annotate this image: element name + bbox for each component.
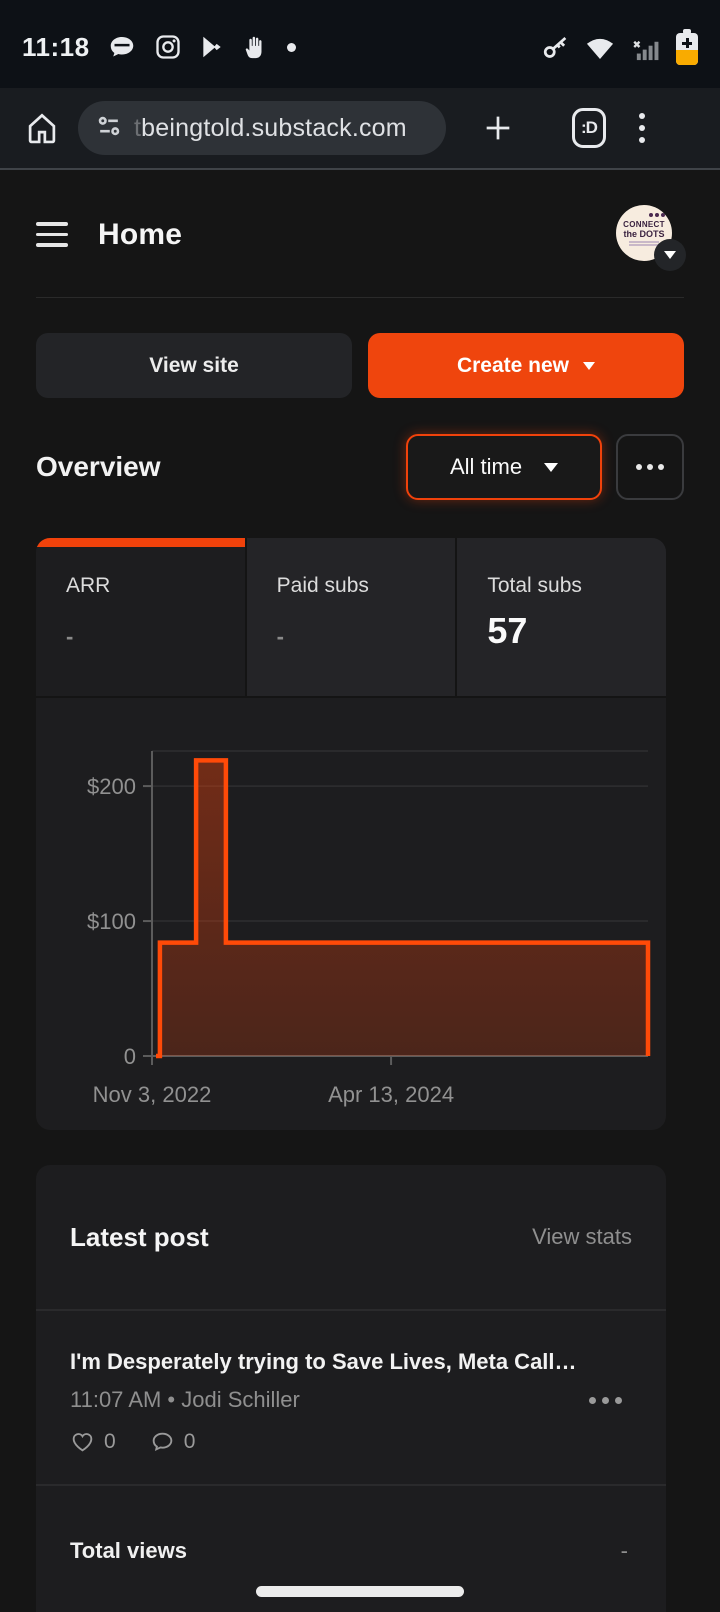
comments-counter[interactable]: 0: [150, 1429, 195, 1454]
chat-bubble-icon: [107, 32, 137, 62]
time-filter-select[interactable]: All time: [406, 434, 602, 500]
chart-svg: $200 $100 0 Nov 3, 2022 Apr 13, 2024: [87, 750, 651, 1107]
site-settings-icon[interactable]: [96, 113, 122, 144]
overview-more-button[interactable]: [616, 434, 684, 500]
latest-post-card: Latest post View stats I'm Desperately t…: [36, 1165, 666, 1612]
wifi-icon: [584, 31, 616, 63]
svg-text:Apr 13, 2024: Apr 13, 2024: [328, 1082, 454, 1107]
view-stats-link[interactable]: View stats: [532, 1224, 632, 1249]
post-row[interactable]: I'm Desperately trying to Save Lives, Me…: [36, 1311, 666, 1486]
view-site-button[interactable]: View site: [36, 333, 352, 398]
overview-stats-card: ARR - Paid subs - Total subs 57: [36, 538, 666, 1130]
chevron-down-icon: [544, 462, 559, 472]
publication-avatar[interactable]: CONNECT the DOTS: [616, 203, 686, 271]
status-bar: 11:18: [0, 0, 720, 88]
cell-signal-off-icon: [629, 30, 663, 64]
likes-counter[interactable]: 0: [70, 1429, 116, 1454]
instagram-icon: [154, 33, 182, 61]
chevron-down-icon: [664, 250, 676, 259]
post-meta: 11:07 AM • Jodi Schiller: [70, 1387, 300, 1412]
svg-text:Nov 3, 2022: Nov 3, 2022: [93, 1082, 212, 1107]
battery-saver-icon: [676, 29, 698, 65]
tab-paid-subs[interactable]: Paid subs -: [244, 538, 456, 696]
total-views-value: -: [620, 1538, 628, 1563]
tab-total-subs[interactable]: Total subs 57: [455, 538, 666, 696]
post-more-icon[interactable]: [589, 1397, 622, 1404]
tab-arr[interactable]: ARR -: [36, 538, 245, 696]
comment-icon: [152, 1432, 172, 1451]
clock: 11:18: [22, 31, 90, 62]
notification-dot: [286, 42, 296, 52]
url-bar[interactable]: tbeingtold.substack.com: [78, 101, 446, 155]
google-play-icon: [199, 34, 225, 60]
page-title: Home: [98, 217, 183, 251]
vpn-key-icon: [541, 32, 571, 62]
svg-text:$200: $200: [87, 774, 136, 799]
tab-switcher-button[interactable]: :D: [550, 108, 606, 148]
hamburger-menu-icon[interactable]: [36, 222, 68, 247]
browser-menu-icon[interactable]: [616, 113, 668, 143]
gesture-navigation-pill[interactable]: [256, 1586, 464, 1597]
new-tab-icon[interactable]: [470, 111, 526, 145]
browser-toolbar: tbeingtold.substack.com :D: [0, 88, 720, 170]
total-views-row: Total views -: [36, 1486, 666, 1612]
arr-chart: $200 $100 0 Nov 3, 2022 Apr 13, 2024: [36, 698, 666, 1128]
svg-text:0: 0: [124, 1044, 136, 1069]
avatar: CONNECT the DOTS: [616, 204, 672, 261]
create-new-button[interactable]: Create new: [368, 333, 684, 398]
chevron-down-icon: [583, 361, 596, 370]
hand-icon: [242, 33, 270, 61]
latest-post-heading: Latest post: [70, 1221, 209, 1252]
divider: [36, 297, 684, 298]
svg-text:$100: $100: [87, 909, 136, 934]
app-header: Home CONNECT the DOTS: [0, 172, 720, 297]
substack-dashboard: Home CONNECT the DOTS View site Create n…: [0, 172, 720, 1612]
home-icon[interactable]: [20, 109, 64, 147]
heart-icon: [72, 1433, 93, 1452]
overview-heading: Overview: [36, 451, 161, 482]
post-title[interactable]: I'm Desperately trying to Save Lives, Me…: [70, 1349, 577, 1374]
avatar-dropdown-badge[interactable]: [654, 238, 686, 271]
total-views-label: Total views: [70, 1538, 187, 1563]
tab-count-label: :D: [572, 108, 606, 148]
stats-tabs: ARR - Paid subs - Total subs 57: [36, 538, 666, 698]
url-text[interactable]: tbeingtold.substack.com: [134, 113, 407, 142]
